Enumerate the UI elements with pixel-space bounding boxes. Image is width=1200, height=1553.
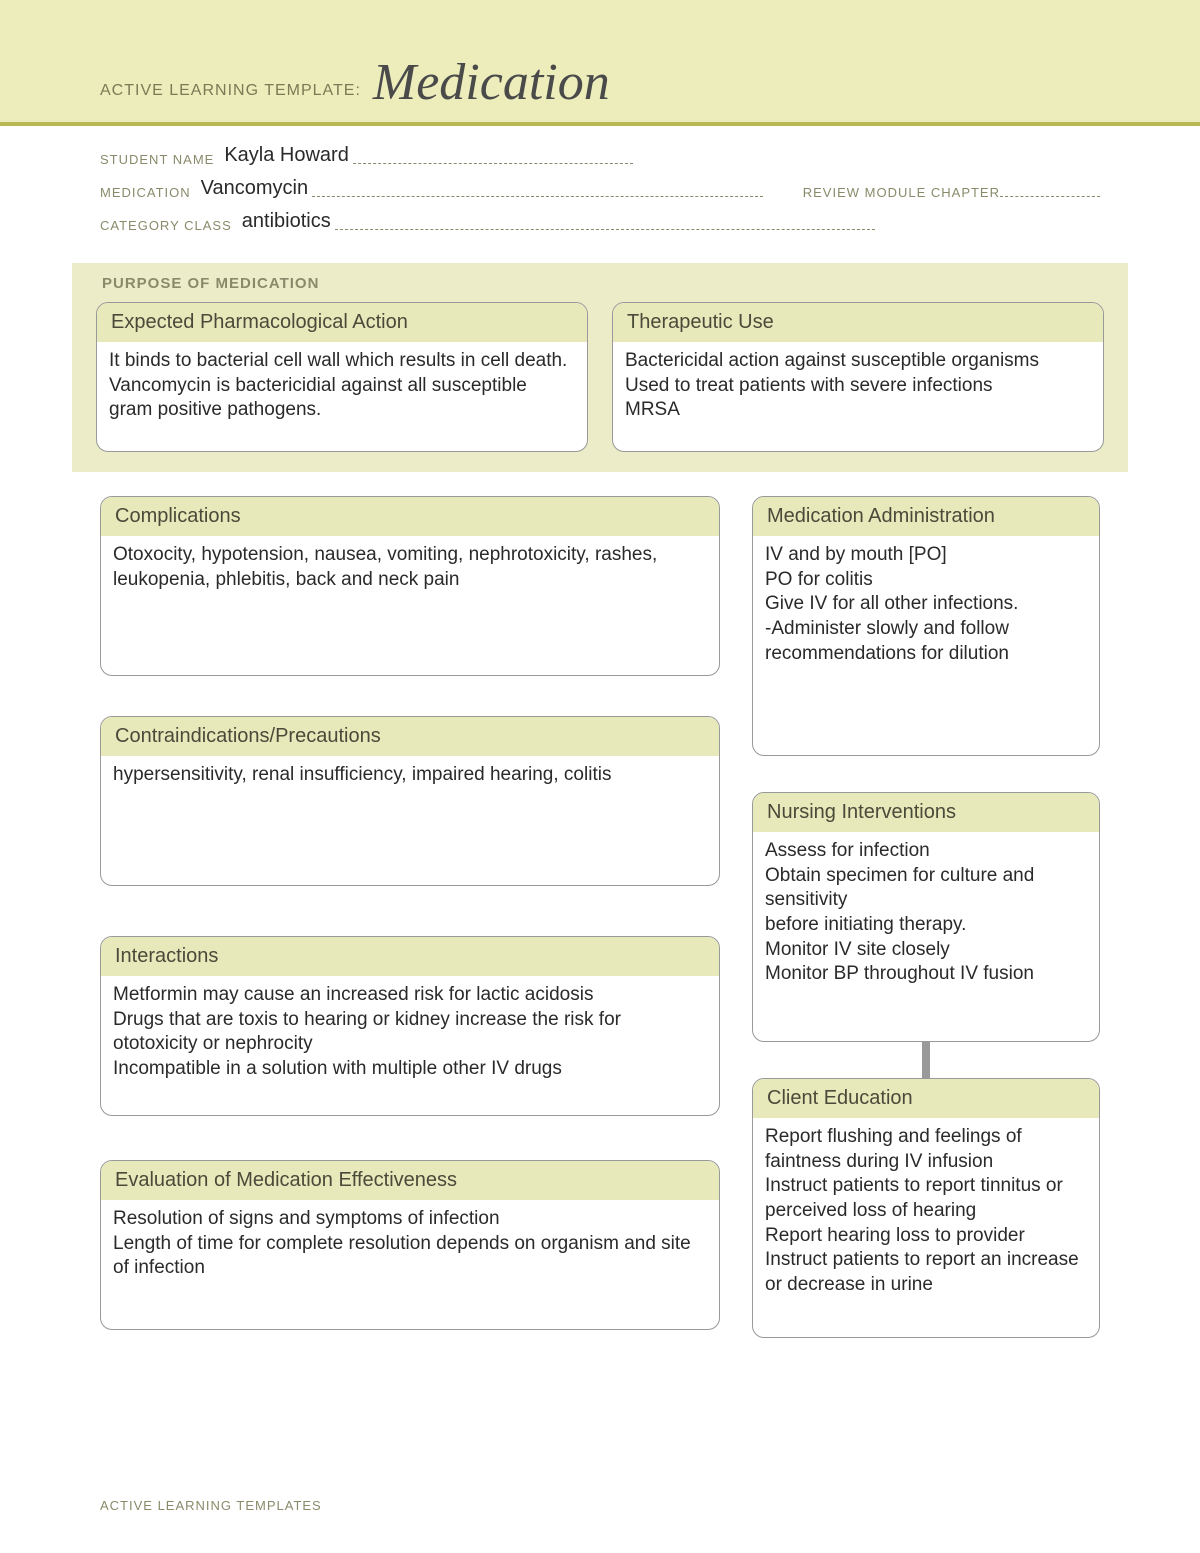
administration-card: Medication Administration IV and by mout… [752,496,1100,756]
nursing-card: Nursing Interventions Assess for infecti… [752,792,1100,1042]
main-grid: Complications Otoxocity, hypotension, na… [72,496,1128,1456]
student-name-value: Kayla Howard [220,144,353,167]
contraindications-card: Contraindications/Precautions hypersensi… [100,716,720,886]
education-card: Client Education Report flushing and fee… [752,1078,1100,1338]
pharma-body: It binds to bacterial cell wall which re… [97,343,587,451]
complications-card: Complications Otoxocity, hypotension, na… [100,496,720,676]
nursing-body: Assess for infection Obtain specimen for… [753,833,1099,1041]
footer-text: ACTIVE LEARNING TEMPLATES [100,1498,322,1513]
underline [335,229,875,230]
medication-label: MEDICATION [100,185,191,200]
underline [1000,196,1100,197]
medication-value: Vancomycin [197,177,312,200]
administration-body: IV and by mouth [PO] PO for colitis Give… [753,537,1099,755]
header-title: Medication [373,53,610,112]
therapeutic-card: Therapeutic Use Bactericidal action agai… [612,302,1104,452]
header-band: ACTIVE LEARNING TEMPLATE: Medication [0,0,1200,126]
complications-title: Complications [101,497,719,537]
evaluation-title: Evaluation of Medication Effectiveness [101,1161,719,1201]
nursing-title: Nursing Interventions [753,793,1099,833]
interactions-card: Interactions Metformin may cause an incr… [100,936,720,1116]
category-value: antibiotics [238,210,335,233]
contraindications-body: hypersensitivity, renal insufficiency, i… [101,757,719,885]
therapeutic-body: Bactericidal action against susceptible … [613,343,1103,451]
evaluation-body: Resolution of signs and symptoms of infe… [101,1201,719,1329]
complications-body: Otoxocity, hypotension, nausea, vomiting… [101,537,719,675]
category-row: CATEGORY CLASS antibiotics [100,210,1100,233]
student-name-row: STUDENT NAME Kayla Howard [100,144,1100,167]
medication-row: MEDICATION Vancomycin REVIEW MODULE CHAP… [100,177,1100,200]
administration-title: Medication Administration [753,497,1099,537]
education-title: Client Education [753,1079,1099,1119]
therapeutic-title: Therapeutic Use [613,303,1103,343]
underline [353,163,633,164]
category-label: CATEGORY CLASS [100,218,232,233]
purpose-section: PURPOSE OF MEDICATION Expected Pharmacol… [72,263,1128,472]
interactions-body: Metformin may cause an increased risk fo… [101,977,719,1115]
header-prefix: ACTIVE LEARNING TEMPLATE: [100,82,361,100]
review-label: REVIEW MODULE CHAPTER [803,185,1000,200]
pharma-card: Expected Pharmacological Action It binds… [96,302,588,452]
education-body: Report flushing and feelings of faintnes… [753,1119,1099,1337]
underline [312,196,763,197]
evaluation-card: Evaluation of Medication Effectiveness R… [100,1160,720,1330]
purpose-title: PURPOSE OF MEDICATION [102,275,1104,292]
connector-line [922,1042,930,1078]
student-name-label: STUDENT NAME [100,152,214,167]
student-info: STUDENT NAME Kayla Howard MEDICATION Van… [0,126,1200,253]
pharma-title: Expected Pharmacological Action [97,303,587,343]
contraindications-title: Contraindications/Precautions [101,717,719,757]
interactions-title: Interactions [101,937,719,977]
